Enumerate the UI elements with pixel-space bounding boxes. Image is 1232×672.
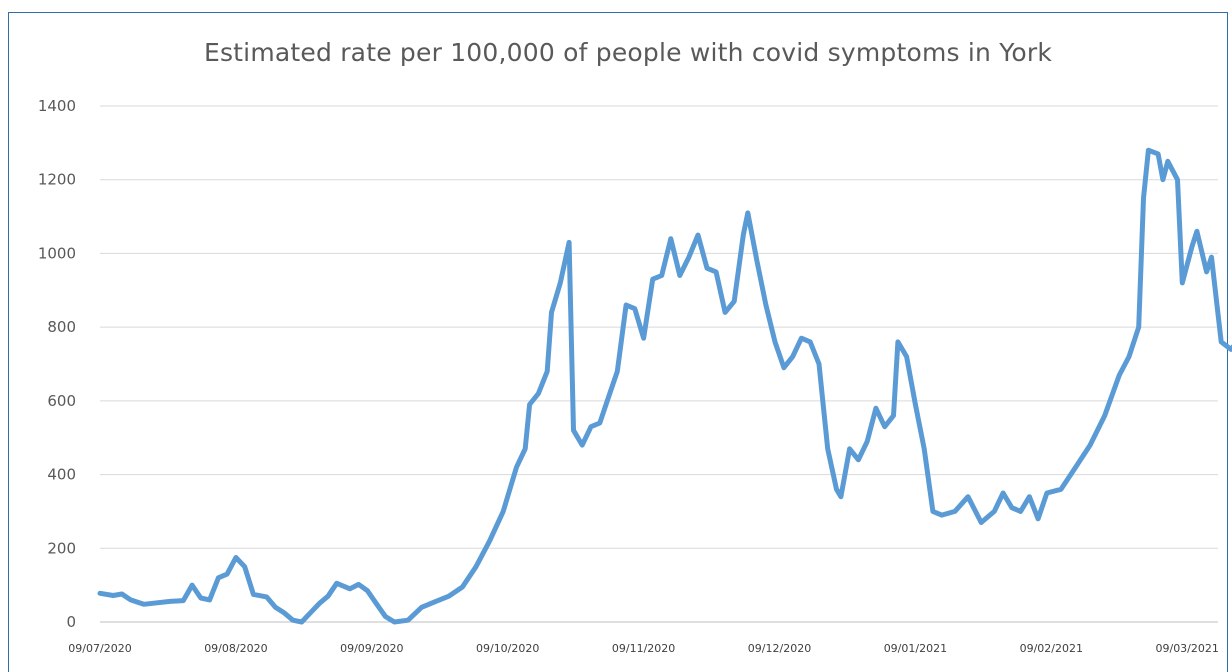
series-line [97,147,1232,625]
x-tick-label: 09/02/2021 [1020,642,1083,655]
y-tick-label: 1200 [38,171,76,189]
x-tick-label: 09/09/2020 [340,642,403,655]
gridlines [100,105,1218,623]
chart-title: Estimated rate per 100,000 of people wit… [203,38,1053,67]
x-tick-label: 09/10/2020 [476,642,539,655]
y-tick-label: 200 [47,539,76,557]
chart-frame [8,12,1228,672]
y-tick-label: 600 [47,392,76,410]
y-tick-label: 400 [47,466,76,484]
x-tick-label: 09/07/2020 [68,642,131,655]
y-tick-label: 1000 [38,244,76,262]
series-group [97,147,1232,625]
x-tick-label: 09/12/2020 [748,642,811,655]
y-tick-label: 0 [66,613,76,631]
x-tick-label: 09/11/2020 [612,642,675,655]
x-tick-label: 09/01/2021 [884,642,947,655]
x-axis-ticks: 09/07/2020 09/08/2020 09/09/2020 09/10/2020… [68,642,1219,655]
x-tick-label: 09/03/2021 [1155,642,1218,655]
y-axis-ticks: 0 200 400 600 800 1000 1200 1400 [38,97,76,631]
x-tick-label: 09/08/2020 [204,642,267,655]
y-tick-label: 1400 [38,97,76,115]
y-tick-label: 800 [47,318,76,336]
